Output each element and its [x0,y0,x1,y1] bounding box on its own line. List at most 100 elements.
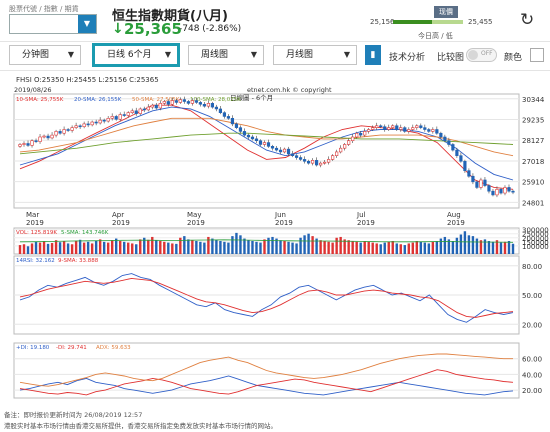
volume-bar [263,239,266,254]
down-arrow-icon: ↓ [112,21,124,37]
candle-body [383,126,387,130]
interval-dropdown[interactable]: 分钟图 ▼ [9,45,81,65]
volume-bar [467,235,471,254]
volume-bar [275,238,278,254]
candle-body [319,162,323,166]
candle-body [102,119,106,122]
color-label: 颜色 [504,53,523,63]
volume-bar [127,242,130,254]
volume-bar [38,242,42,254]
volume-bar [42,241,46,254]
candle-body [150,104,154,108]
rsi-tick-label: 80.00 [522,263,542,271]
candle-body [403,127,407,132]
technical-analysis-button[interactable]: 技术分析 [389,53,426,63]
candle-body [475,181,479,188]
range-caption: 今日高 / 低 [418,32,453,40]
volume-tick-label: 200000 [522,235,549,243]
candle-body [363,131,367,136]
rsi-tick-label: 20.00 [522,321,542,329]
candle-body [411,127,415,130]
volume-bar [347,240,350,254]
candle-body [122,114,126,116]
volume-bar [395,243,398,254]
candle-body [74,125,78,128]
sma-line-20-sma [19,106,514,181]
x-tick-year: 2019 [275,219,293,227]
volume-bar [507,241,511,254]
weekly-dropdown[interactable]: 周线图 ▼ [188,45,264,65]
quote-header: 股票代號 / 指數 / 期貨 ▼ 恒生指數期貨(八月) ↓ 25,365 -74… [0,0,550,40]
volume-bar [271,236,274,254]
volume-bar [307,233,310,254]
candle-body [455,149,459,156]
volume-bar [183,236,186,254]
candle-body [178,99,182,103]
footnote-update-time: 备注：即时报价更新时间为 26/08/2019 12:57 [4,411,143,419]
code-dropdown-button[interactable]: ▼ [78,15,96,33]
volume-bar [511,243,515,254]
candle-body [86,123,90,126]
candle-body [427,129,431,132]
volume-bar [351,241,354,254]
refresh-icon[interactable]: ↻ [520,10,535,30]
candle-body [467,170,471,177]
volume-bar [159,241,162,254]
volume-bar [223,241,226,254]
candle-body [66,129,70,131]
monthly-dropdown[interactable]: 月线图 ▼ [273,45,357,65]
candle-body [511,190,515,193]
code-search-box[interactable]: ▼ [9,14,97,34]
candle-body [435,129,439,134]
candle-body [106,117,110,122]
candle-body [214,106,218,110]
chevron-down-icon: ▼ [343,50,350,59]
candle-body [290,153,295,156]
candle-body [42,135,46,138]
volume-bar [383,242,386,254]
candlestick-icon[interactable]: ▮ [365,45,381,65]
volume-bar [135,244,138,254]
volume-bar [487,241,491,254]
code-search-input[interactable] [10,15,86,33]
candle-body [182,99,186,102]
volume-bar [215,239,218,254]
volume-bar [267,237,270,254]
candle-body [495,189,499,196]
candle-body [447,140,451,145]
price-change: -748 (-2.86%) [179,24,242,34]
volume-bar [90,243,94,254]
volume-bar [407,243,410,254]
candle-body [379,125,383,128]
candle-body [483,179,487,186]
period-dropdown[interactable]: 日线 6个月 ▼ [92,43,180,67]
compare-toggle[interactable]: OFF [466,48,497,62]
volume-bar [451,241,455,254]
x-tick-year: 2019 [112,219,130,227]
price-tick-label: 24801 [522,199,544,207]
volume-bar [291,242,294,254]
volume-bar [199,241,202,254]
volume-bar [499,242,503,254]
plus-di-line [19,375,514,396]
candle-body [30,140,34,146]
volume-bar [74,240,78,254]
color-swatch[interactable] [530,48,544,62]
candle-body [375,125,379,128]
dmi-legend: +DI: 19.180 [16,345,50,351]
volume-bar [415,241,419,254]
price-tick-label: 28127 [522,137,544,145]
volume-bar [18,245,22,254]
candle-body [270,146,275,149]
candle-body [246,134,251,138]
sma-legend: 100-SMA: 28,025K [190,97,241,103]
volume-bar [327,241,330,254]
candle-body [46,135,50,139]
x-tick-month: Jul [356,211,366,219]
candle-body [310,160,315,164]
volume-bar [447,239,451,254]
volume-bar [491,241,495,254]
volume-bar [387,241,390,254]
chart-toolbar: 分钟图 ▼ 日线 6个月 ▼ 周线图 ▼ 月线图 ▼ ▮ 技术分析 比较图 OF… [0,41,550,71]
volume-bar [139,239,142,254]
